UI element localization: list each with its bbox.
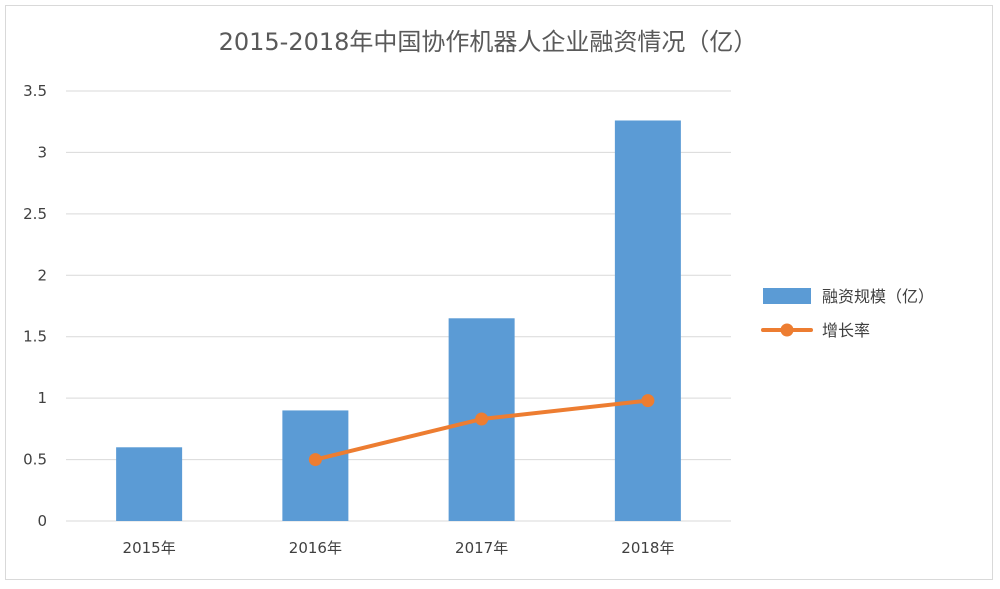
y-tick-label: 2.5: [23, 205, 47, 223]
legend-swatch-marker: [780, 323, 794, 337]
x-axis: 2015年 2016年 2017年 2018年: [123, 539, 675, 557]
chart-title: 2015-2018年中国协作机器人企业融资情况（亿）: [219, 28, 758, 56]
line-point: [475, 412, 489, 426]
legend: 融资规模（亿） 增长率: [761, 287, 934, 340]
line-point: [308, 453, 322, 467]
line-series: [308, 394, 655, 467]
y-tick-label: 1.5: [23, 328, 47, 346]
bar-series: [116, 120, 681, 521]
line-point: [641, 394, 655, 408]
y-tick-label: 0.5: [23, 451, 47, 469]
x-tick-label: 2017年: [455, 539, 508, 557]
legend-label-line: 增长率: [822, 321, 870, 340]
x-tick-label: 2018年: [621, 539, 674, 557]
legend-label-bar: 融资规模（亿）: [822, 287, 934, 306]
y-tick-label: 1: [37, 389, 47, 407]
bar: [116, 447, 183, 521]
x-tick-label: 2016年: [289, 539, 342, 557]
y-axis: 0 0.5 1 1.5 2 2.5 3 3.5: [23, 82, 47, 530]
bar: [614, 120, 681, 521]
y-tick-label: 2: [37, 266, 47, 284]
x-tick-label: 2015年: [123, 539, 176, 557]
y-tick-label: 0: [37, 512, 47, 530]
legend-swatch-bar: [763, 288, 811, 304]
y-tick-label: 3.5: [23, 82, 47, 100]
y-tick-label: 3: [37, 143, 47, 161]
